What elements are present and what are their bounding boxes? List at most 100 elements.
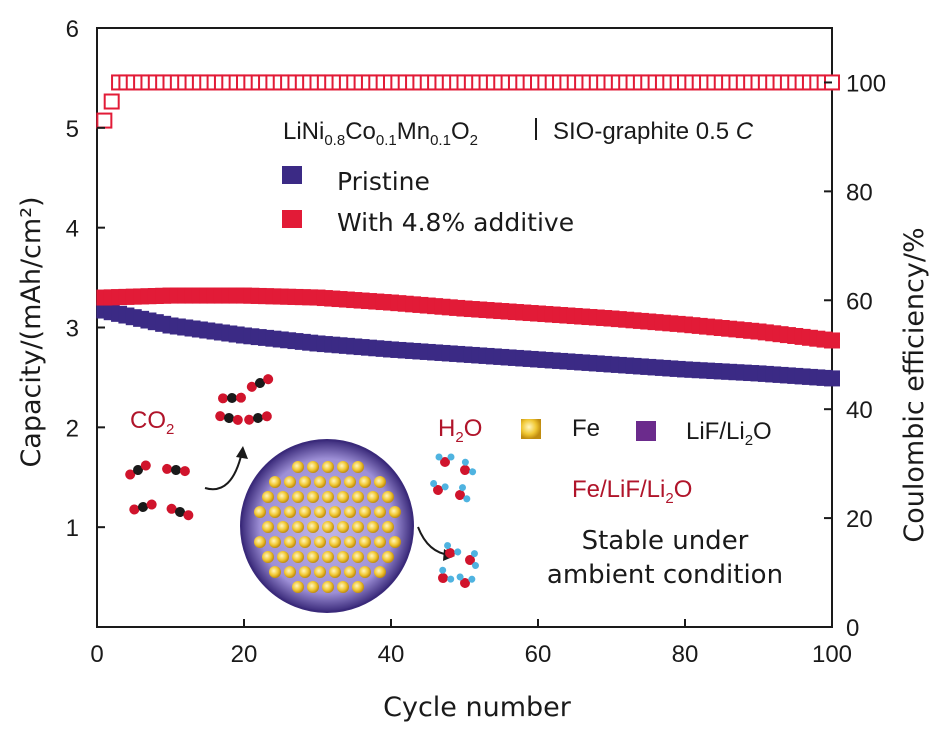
legend: Pristine With 4.8% additive [282, 166, 574, 237]
fe-particle-icon [314, 476, 326, 488]
x-axis-title: Cycle number [383, 692, 572, 723]
fe-particle-icon [352, 461, 364, 473]
y-tick-label: 6 [66, 16, 79, 43]
data-marks [96, 74, 840, 387]
anode-rate-label: SIO-graphite 0.5 C [553, 118, 754, 145]
fe-particle-icon [337, 521, 349, 533]
fe-particle-icon [292, 521, 304, 533]
fe-particle-icon [269, 476, 281, 488]
fe-particle-icon [284, 506, 296, 518]
stability-line-2: ambient condition [547, 560, 783, 590]
fe-particle-icon [307, 551, 319, 563]
co2-molecule-icon [125, 460, 151, 480]
fe-particle-icon [344, 506, 356, 518]
inset-illustration: CO2 H2O Fe LiF/Li2O Fe/LiF/Li2O Stable u… [125, 374, 783, 613]
fe-particle-icon [352, 551, 364, 563]
y-axis-title: Capacity/(mAh/cm²) [16, 196, 47, 467]
fe-particle-icon [307, 491, 319, 503]
fe-particle-icon [337, 461, 349, 473]
fe-particle-icon [382, 551, 394, 563]
arrow-co2-head-icon [236, 446, 248, 459]
fe-particle-icon [329, 536, 341, 548]
x-tick-label: 80 [672, 641, 699, 668]
co2-molecule-icon [246, 374, 274, 392]
fe-particle-icon [329, 506, 341, 518]
fe-particle-icon [329, 476, 341, 488]
x-tick-label: 20 [231, 641, 258, 668]
fe-particle-icon [314, 536, 326, 548]
series-coulombic-efficiency [96, 74, 840, 129]
fe-particle-icon [269, 536, 281, 548]
h2o-molecule-icon [435, 453, 455, 467]
fe-particle-icon [307, 581, 319, 593]
fe-particle-icon [269, 506, 281, 518]
x-tick-label: 0 [90, 641, 103, 668]
legend-swatch-pristine [282, 166, 302, 184]
co2-molecules [125, 374, 274, 521]
fe-particle-icon [359, 506, 371, 518]
y-tick-label: 4 [66, 216, 79, 243]
legend-swatch-additive [282, 210, 302, 228]
series-additive [96, 287, 840, 349]
fe-particle-icon [367, 491, 379, 503]
fe-particle-icon [284, 536, 296, 548]
y-tick-label: 5 [66, 116, 79, 143]
legend-label-pristine: Pristine [337, 167, 430, 196]
lif-legend-label: LiF/Li2O [686, 418, 772, 449]
fe-particle-icon [262, 491, 274, 503]
fe-particle-icon [374, 566, 386, 578]
fe-particle-icon [389, 506, 401, 518]
fe-particle-icon [299, 536, 311, 548]
fe-particle-icon [277, 521, 289, 533]
co2-molecule-icon [215, 411, 243, 425]
fe-nanoparticles [254, 461, 401, 593]
fe-particle-icon [352, 581, 364, 593]
fe-particle-icon [389, 536, 401, 548]
legend-label-additive: With 4.8% additive [337, 208, 574, 237]
fe-particle-icon [322, 521, 334, 533]
fe-particle-icon [329, 566, 341, 578]
h2o-molecules [430, 453, 480, 588]
h2o-molecule-icon [465, 550, 480, 570]
fe-particle-icon [322, 551, 334, 563]
co2-molecule-icon [218, 392, 246, 404]
y2-tick-label: 40 [846, 397, 873, 424]
fe-particle-icon [314, 506, 326, 518]
y2-tick-label: 20 [846, 506, 873, 533]
fe-particle-icon [299, 506, 311, 518]
fe-particle-icon [367, 521, 379, 533]
fe-particle-icon [314, 566, 326, 578]
y-tick-label: 1 [66, 515, 79, 542]
fe-particle-icon [337, 491, 349, 503]
y2-tick-label: 0 [846, 615, 859, 642]
h2o-molecule-icon [456, 573, 476, 588]
ce-point [103, 93, 120, 110]
fe-particle-icon [337, 581, 349, 593]
h2o-molecule-icon [430, 480, 449, 495]
fe-particle-icon [299, 476, 311, 488]
fe-particle-icon [322, 581, 334, 593]
composite-label: Fe/LiF/Li2O [572, 476, 692, 507]
co2-molecule-icon [244, 411, 272, 425]
fe-particle-icon [344, 566, 356, 578]
fe-particle-icon [352, 521, 364, 533]
y2-tick-label: 100 [846, 70, 886, 97]
fe-particle-icon [277, 551, 289, 563]
co2-molecule-icon [162, 463, 190, 477]
fe-particle-icon [292, 461, 304, 473]
fe-particle-icon [382, 491, 394, 503]
fe-particle-icon [269, 566, 281, 578]
fe-particle-icon [262, 551, 274, 563]
fe-particle-icon [374, 536, 386, 548]
x-tick-label: 100 [812, 641, 852, 668]
y2-tick-label: 80 [846, 179, 873, 206]
fe-particle-icon [359, 566, 371, 578]
capacity-point [824, 370, 840, 387]
h2o-label: H2O [438, 415, 482, 446]
arrow-co2-icon [204, 451, 243, 491]
stability-line-1: Stable under [582, 526, 749, 556]
y2-tick-label: 60 [846, 288, 873, 315]
fe-particle-icon [374, 476, 386, 488]
h2o-molecule-icon [444, 542, 462, 558]
fe-particle-icon [322, 461, 334, 473]
